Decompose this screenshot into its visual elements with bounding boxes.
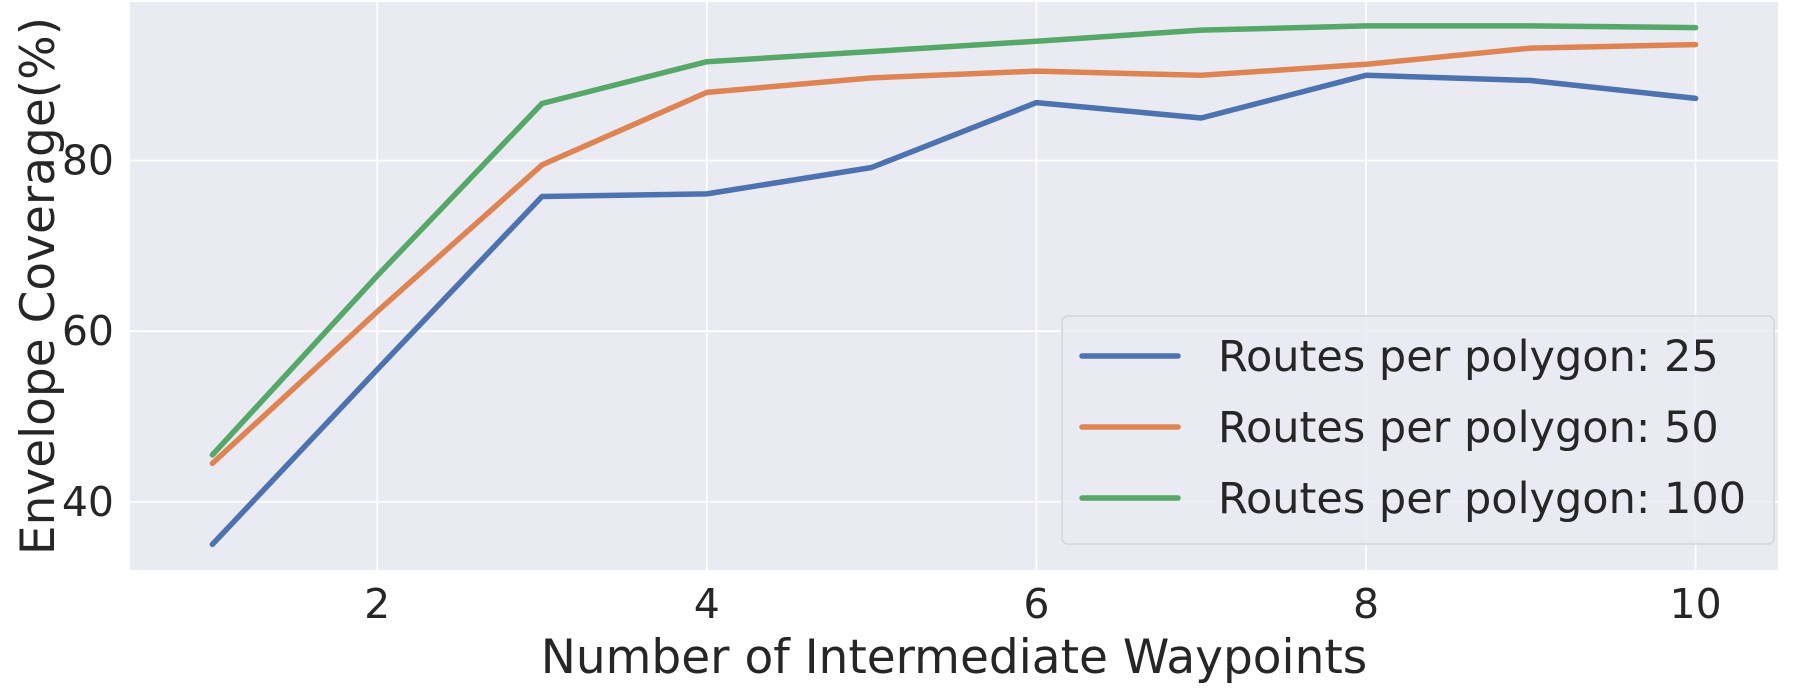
y-axis-label: Envelope Coverage(%) [11, 17, 66, 555]
y-tick-label: 80 [62, 137, 114, 185]
legend: Routes per polygon: 25 Routes per polygon… [1061, 315, 1775, 545]
legend-label: Routes per polygon: 100 [1218, 474, 1746, 524]
series-lines [209, 23, 1699, 548]
series-line [209, 41, 1699, 467]
series-line [209, 23, 1699, 458]
x-tick-labels: 2 4 6 8 10 [364, 580, 1722, 628]
x-tick-label: 8 [1353, 580, 1379, 628]
y-tick-label: 40 [62, 478, 114, 526]
x-tick-label: 4 [694, 580, 720, 628]
x-tick-label: 10 [1670, 580, 1722, 628]
x-axis-label: Number of Intermediate Waypoints [541, 630, 1368, 685]
legend-label: Routes per polygon: 25 [1218, 332, 1719, 382]
series-line [209, 72, 1699, 548]
y-tick-labels: 40 60 80 [62, 137, 114, 526]
x-tick-label: 6 [1023, 580, 1049, 628]
y-tick-label: 60 [62, 307, 114, 355]
legend-label: Routes per polygon: 50 [1218, 403, 1719, 453]
legend-box [1061, 315, 1775, 545]
x-tick-label: 2 [364, 580, 390, 628]
